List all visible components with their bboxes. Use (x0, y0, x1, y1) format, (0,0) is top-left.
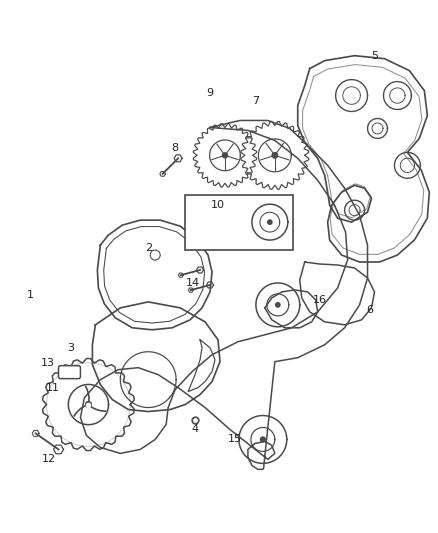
Circle shape (268, 220, 272, 224)
Text: 12: 12 (42, 455, 56, 464)
Text: 11: 11 (46, 383, 60, 393)
FancyBboxPatch shape (59, 366, 81, 378)
Circle shape (272, 152, 278, 158)
Circle shape (223, 153, 227, 158)
Text: 15: 15 (228, 434, 242, 445)
Circle shape (85, 402, 92, 408)
Text: 16: 16 (313, 295, 327, 305)
Text: 14: 14 (186, 278, 200, 288)
Text: 4: 4 (191, 424, 199, 434)
Text: 6: 6 (366, 305, 373, 315)
Text: 8: 8 (172, 143, 179, 154)
Text: 9: 9 (206, 87, 214, 98)
Text: 5: 5 (371, 51, 378, 61)
Bar (185, 195, 293, 250)
Circle shape (276, 303, 280, 307)
Text: 13: 13 (41, 358, 55, 368)
Text: 10: 10 (211, 200, 225, 210)
Text: 2: 2 (145, 243, 152, 253)
Text: 3: 3 (67, 343, 74, 353)
Text: 7: 7 (252, 95, 259, 106)
Circle shape (261, 437, 265, 442)
Text: 1: 1 (27, 290, 34, 300)
